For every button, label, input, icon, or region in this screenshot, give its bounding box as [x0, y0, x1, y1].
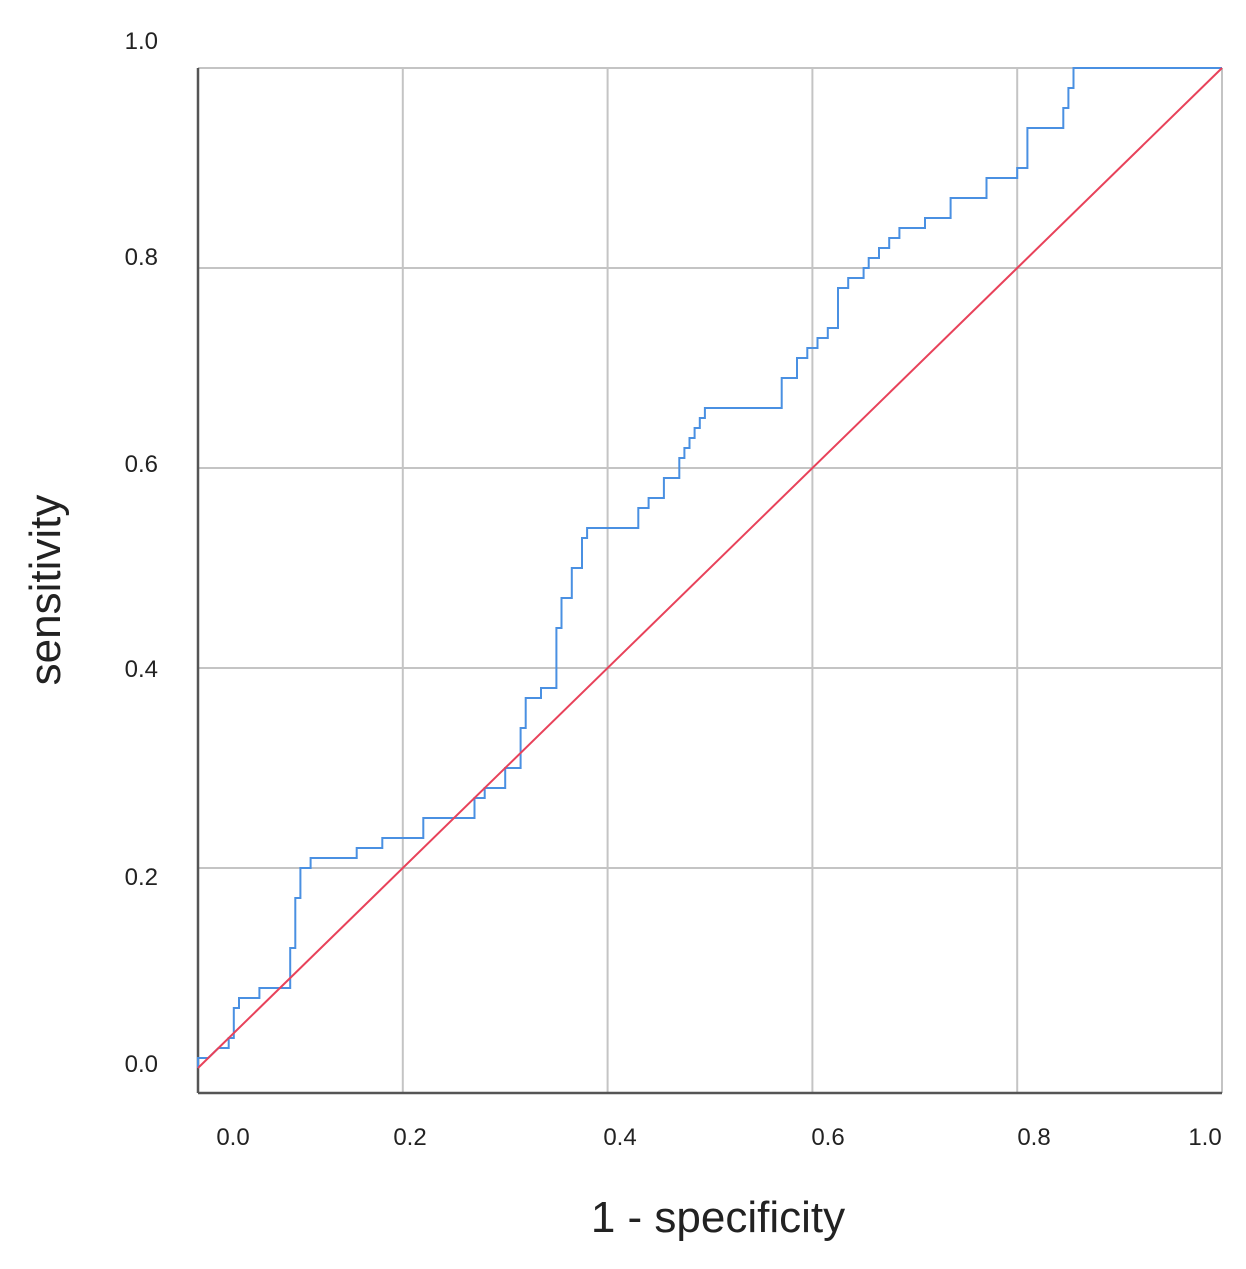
series-lines — [197, 67, 1223, 1069]
y-tick-label: 0.4 — [125, 656, 158, 683]
y-tick-label: 0.8 — [125, 244, 158, 271]
y-tick-label: 0.6 — [125, 451, 158, 478]
x-tick-label: 0.8 — [1017, 1124, 1050, 1151]
roc-curve-line — [197, 67, 1222, 1068]
x-tick-label: 0.0 — [216, 1124, 249, 1151]
y-axis-title: sensitivity — [21, 495, 70, 686]
y-axis-ticks: 0.0 0.2 0.4 0.6 0.8 1.0 — [125, 28, 158, 1078]
y-tick-label: 0.0 — [125, 1051, 158, 1078]
grid-lines — [198, 68, 1222, 1093]
x-axis-ticks: 0.0 0.2 0.4 0.6 0.8 1.0 — [216, 1124, 1221, 1151]
plot-frame — [196, 67, 1223, 1095]
x-axis-title: 1 - specificity — [591, 1193, 845, 1242]
reference-diagonal-line — [197, 67, 1223, 1069]
y-tick-label: 1.0 — [125, 28, 158, 55]
y-tick-label: 0.2 — [125, 864, 158, 891]
x-tick-label: 0.6 — [811, 1124, 844, 1151]
x-tick-label: 1.0 — [1188, 1124, 1221, 1151]
x-tick-label: 0.4 — [603, 1124, 636, 1151]
x-tick-label: 0.2 — [393, 1124, 426, 1151]
